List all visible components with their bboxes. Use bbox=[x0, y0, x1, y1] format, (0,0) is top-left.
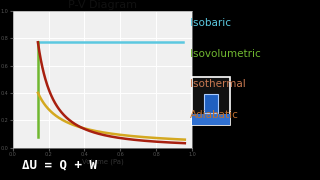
Title: P-V Diagram: P-V Diagram bbox=[68, 0, 137, 10]
Text: Isovolumetric: Isovolumetric bbox=[190, 49, 261, 59]
Text: Isothermal: Isothermal bbox=[190, 79, 246, 89]
Bar bbox=[193, 114, 230, 125]
Text: ΔU = Q + W: ΔU = Q + W bbox=[22, 158, 97, 171]
Text: Isobaric: Isobaric bbox=[190, 18, 231, 28]
X-axis label: Volume (Pa): Volume (Pa) bbox=[82, 158, 123, 165]
Bar bbox=[204, 94, 218, 113]
Text: Adiabatic: Adiabatic bbox=[190, 110, 239, 120]
